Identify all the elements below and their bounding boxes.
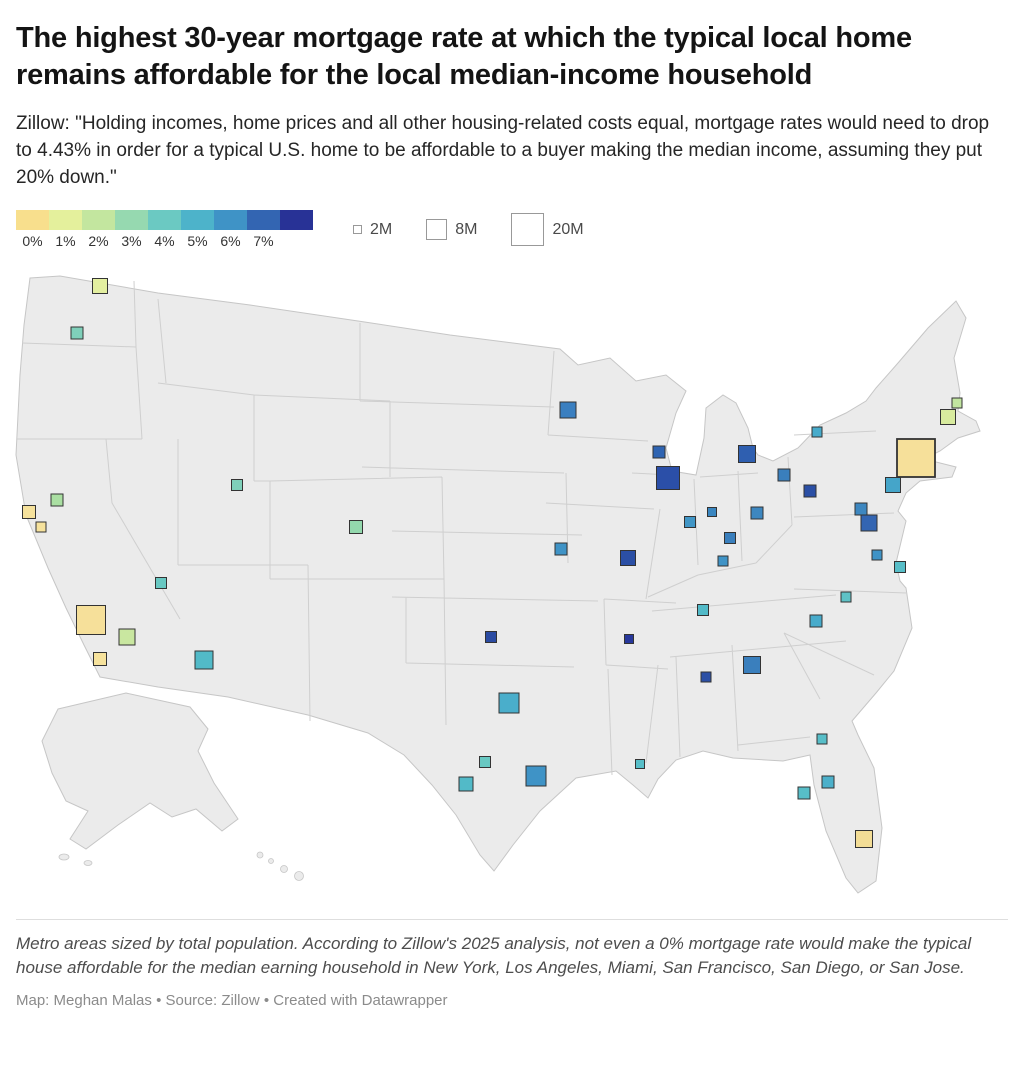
credit-line: Map: Meghan Malas • Source: Zillow • Cre… (16, 991, 448, 1009)
metro-square[interactable] (821, 775, 835, 789)
datawrapper-map-page: The highest 30-year mortgage rate at whi… (8, 22, 1016, 1009)
metro-square[interactable] (656, 465, 680, 490)
color-legend: 0% 1% 2% 3% 4% 5% 6% 7% (16, 209, 313, 249)
metro-square[interactable] (554, 542, 568, 556)
metro-square[interactable] (707, 506, 717, 517)
metro-square[interactable] (559, 401, 577, 419)
metro-square[interactable] (498, 692, 520, 714)
us-map-svg (15, 275, 981, 894)
footer-divider (16, 918, 1008, 920)
legend-color-swatch (214, 209, 247, 230)
metro-square[interactable] (854, 502, 868, 516)
metro-square[interactable] (155, 576, 167, 589)
metro-square[interactable] (871, 549, 883, 561)
legend-color-swatch (280, 209, 313, 230)
color-ramp-ticks: 0% 1% 2% 3% 4% 5% 6% 7% (16, 230, 313, 249)
metro-square[interactable] (349, 519, 363, 534)
state-borders (17, 280, 907, 775)
size-legend-item: 8M (426, 219, 478, 241)
metro-square[interactable] (485, 630, 497, 643)
legend-color-swatch (49, 209, 82, 230)
metro-square[interactable] (35, 521, 47, 533)
alaska-landmass (41, 692, 239, 850)
size-legend-square (511, 213, 545, 247)
metro-square[interactable] (635, 758, 645, 769)
metro-square[interactable] (231, 478, 243, 491)
size-legend-item: 2M (353, 221, 392, 239)
metro-square[interactable] (118, 628, 136, 646)
metro-square[interactable] (894, 560, 906, 573)
size-legend-label: 2M (370, 220, 393, 238)
metro-square[interactable] (951, 397, 963, 409)
metro-square[interactable] (684, 515, 696, 528)
legend-tick-label: 3% (121, 232, 142, 249)
metro-square[interactable] (194, 650, 214, 670)
legend-tick-label: 2% (88, 232, 109, 249)
metro-square[interactable] (811, 426, 823, 438)
metro-square[interactable] (697, 603, 709, 616)
legend-color-swatch (115, 209, 148, 230)
metro-square[interactable] (70, 326, 84, 340)
page-title: The highest 30-year mortgage rate at whi… (16, 22, 912, 91)
color-ramp (16, 209, 313, 230)
metro-square[interactable] (652, 445, 666, 459)
legend-color-swatch (82, 209, 115, 230)
metro-square[interactable] (855, 829, 873, 848)
legend-color-swatch (16, 209, 49, 230)
legend-tick-label: 4% (154, 232, 175, 249)
metro-square[interactable] (525, 765, 547, 787)
metro-square[interactable] (797, 786, 811, 800)
us-map (8, 263, 1016, 911)
metro-square[interactable] (50, 493, 64, 507)
legend-tick-label: 1% (55, 232, 76, 249)
metro-squares-layer (22, 277, 963, 848)
us-landmass (15, 275, 981, 894)
metro-square[interactable] (840, 591, 852, 603)
metro-square[interactable] (743, 655, 761, 674)
metro-square[interactable] (885, 476, 901, 493)
map-description: Zillow: "Holding incomes, home prices an… (16, 112, 990, 189)
metro-square[interactable] (76, 604, 106, 635)
size-legend-label: 8M (455, 220, 478, 238)
legend-color-swatch (181, 209, 214, 230)
metro-square[interactable] (92, 277, 108, 294)
metro-square[interactable] (624, 633, 634, 644)
metro-square[interactable] (816, 733, 828, 745)
metro-square[interactable] (896, 437, 936, 478)
metro-square[interactable] (738, 444, 756, 463)
footnote: Metro areas sized by total population. A… (16, 933, 972, 977)
metro-square[interactable] (809, 614, 823, 628)
legend-tick-label: 0% (22, 232, 43, 249)
metro-square[interactable] (620, 549, 636, 566)
size-legend-square (353, 225, 362, 235)
metro-square[interactable] (860, 514, 878, 532)
metro-square[interactable] (22, 504, 36, 519)
size-legend-square (426, 219, 448, 241)
aleutian-islands (58, 853, 93, 866)
legend-tick-label: 5% (187, 232, 208, 249)
metro-square[interactable] (717, 555, 729, 567)
size-legend-label: 20M (552, 220, 584, 238)
legend-color-swatch (247, 209, 280, 230)
hawaii-islands (256, 851, 304, 881)
metro-square[interactable] (479, 755, 491, 768)
size-legend-item: 20M (511, 213, 584, 247)
metro-square[interactable] (777, 468, 791, 482)
legend-color-swatch (148, 209, 181, 230)
metro-square[interactable] (940, 408, 956, 425)
metro-square[interactable] (93, 651, 107, 666)
metro-square[interactable] (750, 506, 764, 520)
legend-tick-label: 6% (220, 232, 241, 249)
metro-square[interactable] (803, 484, 817, 498)
metro-square[interactable] (700, 671, 712, 683)
metro-square[interactable] (458, 776, 474, 792)
metro-square[interactable] (724, 531, 736, 544)
legend-tick-label: 7% (253, 232, 274, 249)
legend: 0% 1% 2% 3% 4% 5% 6% 7% 2M 8M 20M (16, 209, 1008, 249)
size-legend: 2M 8M 20M (353, 212, 584, 248)
